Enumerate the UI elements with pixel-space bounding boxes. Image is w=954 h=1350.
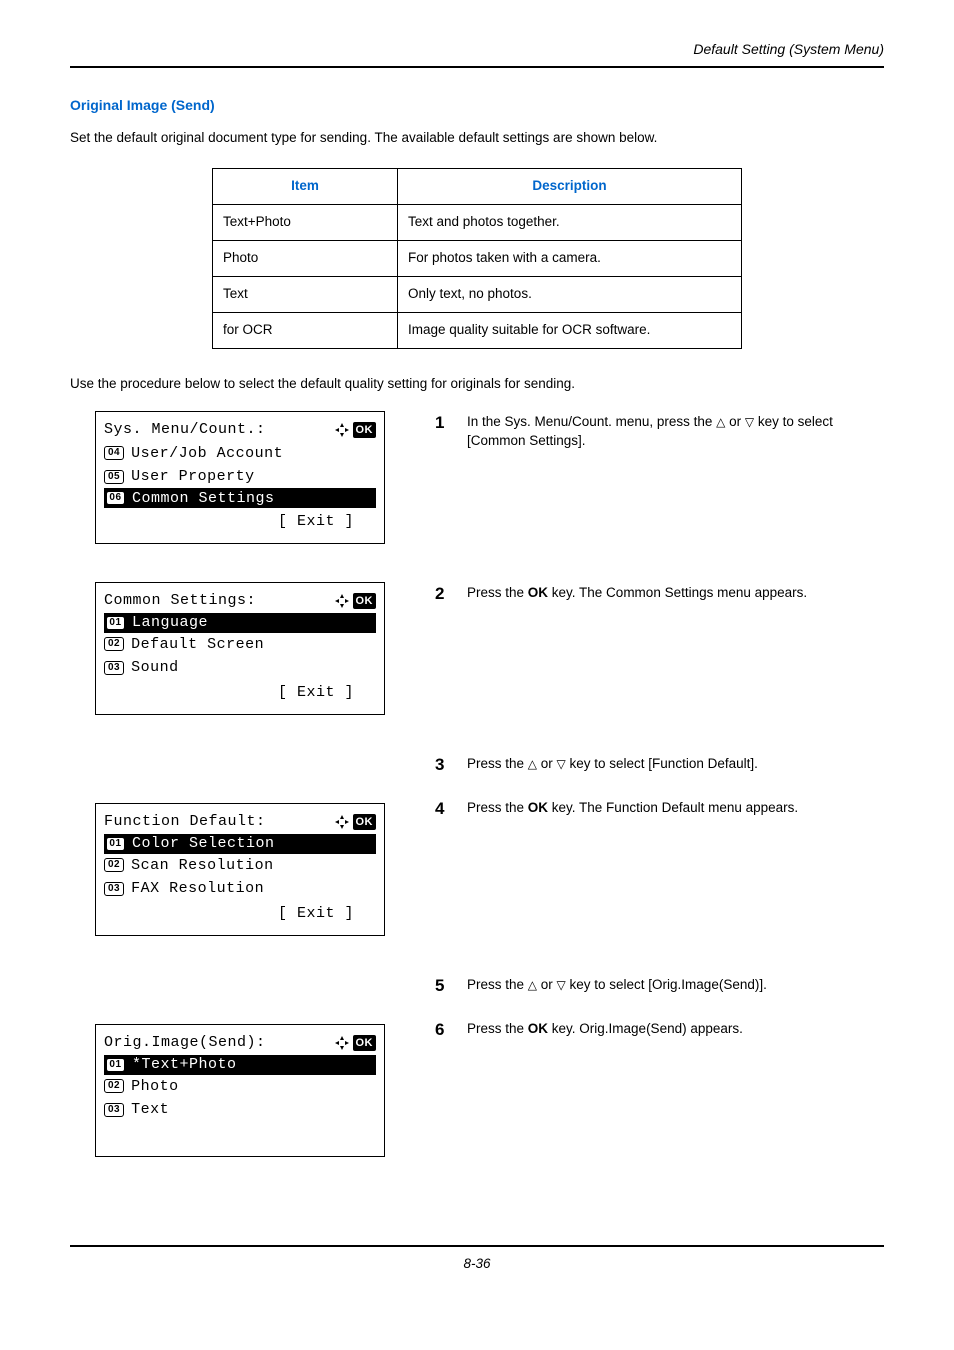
line-number-badge: 02: [104, 637, 124, 651]
line-number-badge: 04: [104, 446, 124, 460]
dpad-icon: [334, 593, 350, 609]
lcd-screen: Function Default: OK 01 Color Selection …: [95, 803, 385, 936]
settings-table: Item Description Text+PhotoText and phot…: [212, 168, 742, 348]
step-item: 3 Press the △ or ▽ key to select [Functi…: [435, 753, 884, 777]
step-number: 6: [435, 1018, 449, 1042]
step-item: 1 In the Sys. Menu/Count. menu, press th…: [435, 411, 884, 451]
nav-ok-icon: OK: [334, 593, 377, 609]
line-number-badge: 03: [104, 661, 124, 675]
lcd-line: 03 Text: [104, 1098, 376, 1121]
table-cell: Text+Photo: [213, 204, 398, 240]
triangle-up-icon: △: [528, 756, 537, 773]
lcd-exit-label: [ Exit ]: [104, 679, 376, 704]
ok-badge-icon: OK: [353, 814, 377, 830]
table-cell: Image quality suitable for OCR software.: [398, 312, 742, 348]
triangle-down-icon: ▽: [557, 756, 566, 773]
lcd-screen: Sys. Menu/Count.: OK 04 User/Job Account…: [95, 411, 385, 544]
lcd-line: 03 FAX Resolution: [104, 877, 376, 900]
lcd-line-highlighted: 01 Color Selection: [104, 834, 376, 854]
line-number-badge: 05: [104, 470, 124, 484]
ok-badge-icon: OK: [353, 593, 377, 609]
lcd-line: 02 Photo: [104, 1075, 376, 1098]
triangle-up-icon: △: [716, 414, 725, 431]
procedure-intro: Use the procedure below to select the de…: [70, 375, 884, 394]
line-number-badge: 01: [106, 616, 125, 630]
step-number: 3: [435, 753, 449, 777]
step-text: Press the △ or ▽ key to select [Function…: [467, 753, 884, 777]
table-cell: Text and photos together.: [398, 204, 742, 240]
nav-ok-icon: OK: [334, 1035, 377, 1051]
step-number: 4: [435, 797, 449, 821]
ok-badge-icon: OK: [353, 422, 377, 438]
step-item: 4 Press the OK key. The Function Default…: [435, 797, 884, 821]
page-number: 8-36: [70, 1245, 884, 1274]
table-cell: For photos taken with a camera.: [398, 240, 742, 276]
triangle-up-icon: △: [528, 977, 537, 994]
step-text: In the Sys. Menu/Count. menu, press the …: [467, 411, 884, 451]
nav-ok-icon: OK: [334, 422, 377, 438]
table-row: PhotoFor photos taken with a camera.: [213, 240, 742, 276]
lcd-line: 03 Sound: [104, 656, 376, 679]
lcd-line: 02 Scan Resolution: [104, 854, 376, 877]
lcd-line: 04 User/Job Account: [104, 442, 376, 465]
step-text: Press the OK key. Orig.Image(Send) appea…: [467, 1018, 884, 1042]
line-number-badge: 03: [104, 882, 124, 896]
table-cell: Only text, no photos.: [398, 276, 742, 312]
lcd-line: 02 Default Screen: [104, 633, 376, 656]
step-text: Press the OK key. The Common Settings me…: [467, 582, 884, 606]
lcd-title: Common Settings: OK: [104, 589, 376, 612]
table-cell: Photo: [213, 240, 398, 276]
step-text: Press the △ or ▽ key to select [Orig.Ima…: [467, 974, 884, 998]
line-number-badge: 02: [104, 858, 124, 872]
table-cell: for OCR: [213, 312, 398, 348]
lcd-line-highlighted: 01 Language: [104, 613, 376, 633]
step-text: Press the OK key. The Function Default m…: [467, 797, 884, 821]
dpad-icon: [334, 1035, 350, 1051]
triangle-down-icon: ▽: [557, 977, 566, 994]
line-number-badge: 01: [106, 1058, 125, 1072]
lcd-exit-label: [ Exit ]: [104, 900, 376, 925]
lcd-screen: Orig.Image(Send): OK 01 *Text+Photo 02 P…: [95, 1024, 385, 1157]
table-row: TextOnly text, no photos.: [213, 276, 742, 312]
table-header-desc: Description: [398, 169, 742, 205]
triangle-down-icon: ▽: [745, 414, 754, 431]
step-number: 5: [435, 974, 449, 998]
lcd-title: Sys. Menu/Count.: OK: [104, 418, 376, 441]
dpad-icon: [334, 422, 350, 438]
table-cell: Text: [213, 276, 398, 312]
step-number: 2: [435, 582, 449, 606]
line-number-badge: 01: [106, 837, 125, 851]
lcd-title: Function Default: OK: [104, 810, 376, 833]
table-row: Text+PhotoText and photos together.: [213, 204, 742, 240]
table-row: for OCRImage quality suitable for OCR so…: [213, 312, 742, 348]
line-number-badge: 03: [104, 1103, 124, 1117]
lcd-line-highlighted: 01 *Text+Photo: [104, 1055, 376, 1075]
step-item: 5 Press the △ or ▽ key to select [Orig.I…: [435, 974, 884, 998]
lcd-line: 05 User Property: [104, 465, 376, 488]
lcd-screen: Common Settings: OK 01 Language 02 Defau…: [95, 582, 385, 715]
table-header-item: Item: [213, 169, 398, 205]
lcd-exit-label: [ Exit ]: [104, 508, 376, 533]
step-item: 6 Press the OK key. Orig.Image(Send) app…: [435, 1018, 884, 1042]
nav-ok-icon: OK: [334, 814, 377, 830]
ok-badge-icon: OK: [353, 1035, 377, 1051]
step-number: 1: [435, 411, 449, 451]
line-number-badge: 06: [106, 491, 125, 505]
lcd-exit-label: [104, 1121, 376, 1146]
intro-text: Set the default original document type f…: [70, 129, 884, 148]
line-number-badge: 02: [104, 1079, 124, 1093]
section-title: Original Image (Send): [70, 96, 884, 116]
chapter-header: Default Setting (System Menu): [70, 40, 884, 68]
step-item: 2 Press the OK key. The Common Settings …: [435, 582, 884, 606]
dpad-icon: [334, 814, 350, 830]
lcd-title: Orig.Image(Send): OK: [104, 1031, 376, 1054]
lcd-line-highlighted: 06 Common Settings: [104, 488, 376, 508]
